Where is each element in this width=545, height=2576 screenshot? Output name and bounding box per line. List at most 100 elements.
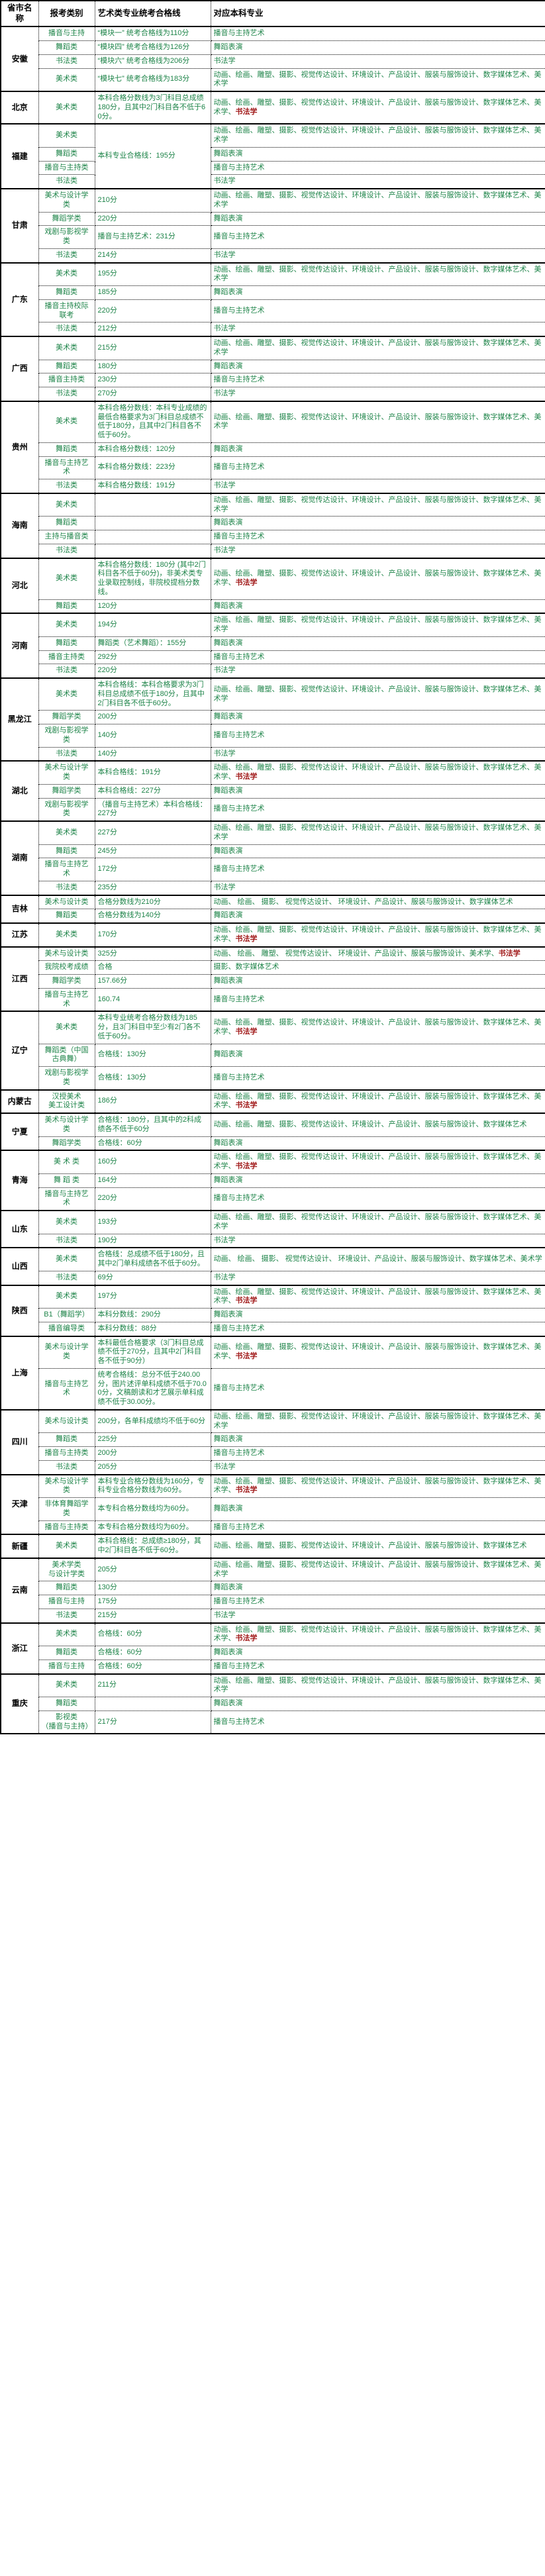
province-cell: 山东 [0, 1209, 39, 1248]
score-line-cell: 本科专业合格线：195分 [95, 123, 211, 189]
score-line-cell: “模块六” 统考合格线为206分 [95, 54, 211, 69]
table-row: 书法类 书法学 [1, 544, 545, 558]
score-line-cell: 合格线：180分，且其中的2科成绩各不低于60分 [95, 1113, 211, 1137]
score-line-cell: 本科合格线：本科合格要求为3门科目总成绩不低于180分，且其中2门科目各不低于6… [95, 677, 211, 711]
header-score-line: 艺术类专业统考合格线 [95, 0, 211, 27]
majors-cell: 书法学 [211, 387, 545, 401]
category-cell: 舞蹈学类 [38, 974, 95, 989]
majors-cell: 舞蹈表演 [211, 212, 545, 226]
table-row: 重庆 美术类 211分 动画、绘画、雕塑、摄影、视觉传达设计、环境设计、产品设计、服装… [0, 1673, 545, 1735]
province-cell: 青海 [0, 1150, 39, 1211]
category-cell: 美术类 [38, 613, 95, 637]
score-line-cell: 本科合格线：191分 [95, 760, 211, 785]
category-cell: 美术类 [38, 492, 95, 517]
score-line-cell: 164分 [95, 1173, 211, 1188]
province-cell: 内蒙古 [0, 1089, 39, 1113]
category-cell: 美术类 [38, 820, 95, 845]
category-cell: 汉授美术 美工设计类 [38, 1089, 95, 1113]
table-row: 舞蹈类 舞蹈类（艺术舞蹈）：155分 舞蹈表演 [1, 636, 545, 651]
table-row: 戏剧与影视学类 合格线：130分 播音与主持艺术 [1, 1066, 545, 1090]
table-row: 黑龙江 美术类 本科合格线：本科合格要求为3门科目总成绩不低于180分，且其中2门科… [0, 677, 545, 762]
category-cell: 书法类 [38, 747, 95, 762]
majors-cell: 播音与主持艺术 [211, 456, 545, 479]
score-line-cell: 合格线：130分 [95, 1066, 211, 1090]
table-row: 云南 美术学类 与设计学类 205分 动画、绘画、雕塑、摄影、视觉传达设计、环境设计、… [0, 1557, 545, 1623]
score-line-cell: 合格线：60分 [95, 1660, 211, 1674]
majors-cell: 播音与主持艺术 [211, 858, 545, 881]
majors-cell: 动画、绘画、雕塑、摄影、视觉传达设计、环境设计、产品设计、服装与服饰设计、数字媒… [211, 1335, 545, 1369]
score-line-cell [95, 492, 211, 517]
category-cell: 舞蹈类 [38, 909, 95, 923]
table-row: 浙江 美术类 合格线：60分 动画、绘画、雕塑、摄影、视觉传达设计、环境设计、产品设计… [0, 1622, 545, 1674]
score-line-cell: （播音与主持艺术）本科合格线：227分 [95, 798, 211, 821]
table-row: 山东 美术类 193分 动画、绘画、雕塑、摄影、视觉传达设计、环境设计、产品设计、服装… [0, 1209, 545, 1248]
table-row: 广东 美术类 195分 动画、绘画、雕塑、摄影、视觉传达设计、环境设计、产品设计、服装… [0, 262, 545, 336]
category-cell: 美术与设计学类 [38, 1335, 95, 1369]
province-cell: 江西 [0, 946, 39, 1012]
majors-cell: 播音与主持艺术 [211, 161, 545, 175]
table-row: B1（舞蹈学） 本科分数线：290分 舞蹈表演 [1, 1308, 545, 1322]
province-cell: 湖北 [0, 760, 39, 821]
table-row: 安徽 播音与主持 “模块一” 统考合格线为110分 播音与主持艺术 [0, 26, 545, 91]
category-cell: 舞蹈学类 [38, 212, 95, 226]
majors-cell: 书法学 [211, 1271, 545, 1285]
table-row: 甘肃 美术与设计学类 210分 动画、绘画、雕塑、摄影、视觉传达设计、环境设计、产品设… [0, 188, 545, 263]
majors-cell: 书法学 [211, 664, 545, 678]
category-cell: 我院校考成绩 [38, 960, 95, 975]
category-cell: 舞蹈类 [38, 516, 95, 530]
score-line-cell: 合格 [95, 960, 211, 975]
table-row: 书法类 212分 书法学 [1, 322, 545, 336]
score-line-cell: 本科合格分数线：120分 [95, 442, 211, 457]
score-line-cell: 212分 [95, 322, 211, 336]
score-line-cell: 200分，各单科成绩均不低于60分 [95, 1409, 211, 1434]
calligraphy-major-highlight: 书法学 [235, 1352, 258, 1361]
table-row: 湖北 美术与设计学类 本科合格线：191分 动画、绘画、雕塑、摄影、视觉传达设计、环境… [0, 760, 545, 821]
majors-cell: 播音与主持艺术 [211, 225, 545, 249]
majors-cell: 舞蹈表演 [211, 974, 545, 989]
province-cell: 贵州 [0, 400, 39, 493]
category-cell: 舞蹈学类 [38, 1136, 95, 1151]
table-row: 海南 美术类 动画、绘画、雕塑、摄影、视觉传达设计、环境设计、产品设计、服装与服饰设… [0, 492, 545, 558]
majors-cell: 播音与主持艺术 [211, 1595, 545, 1609]
calligraphy-major-highlight: 书法学 [235, 107, 258, 116]
majors-cell: 舞蹈表演 [211, 844, 545, 859]
category-cell: 播音与主持艺术 [38, 456, 95, 479]
category-cell: 美术类 [38, 90, 95, 124]
score-line-cell: “模块一” 统考合格线为110分 [95, 26, 211, 42]
table-row: 舞蹈类 245分 舞蹈表演 [1, 844, 545, 859]
category-cell: 美术类 [38, 336, 95, 360]
score-line-cell [95, 516, 211, 530]
score-line-cell: 205分 [95, 1557, 211, 1582]
score-line-cell: 160分 [95, 1150, 211, 1174]
table-row: 播音编导类 本科分数线：88分 播音与主持艺术 [1, 1322, 545, 1336]
category-cell: 舞蹈类 [38, 40, 95, 55]
table-row: 播音与主持艺术 160.74 播音与主持艺术 [1, 988, 545, 1012]
majors-cell: 动画、绘画、雕塑、摄影、视觉传达设计、环境设计、产品设计、服装与服饰设计、数字媒… [211, 90, 545, 124]
category-cell: 播音与主持 [38, 26, 95, 42]
score-line-cell: 157.66分 [95, 974, 211, 989]
table-row: 播音主持类 292分 播音与主持艺术 [1, 650, 545, 665]
header-row: 省市名称 报考类别 艺术类专业统考合格线 对应本科专业 [0, 0, 545, 27]
majors-cell: 播音与主持艺术 [211, 26, 545, 42]
category-cell: 美术与设计学类 [38, 1113, 95, 1137]
majors-cell: 书法学 [211, 1460, 545, 1475]
table-row: 舞蹈学类 合格线：60分 舞蹈表演 [1, 1136, 545, 1151]
province-cell: 上海 [0, 1335, 39, 1410]
score-line-cell: 69分 [95, 1271, 211, 1285]
category-cell: 美术类 [38, 922, 95, 947]
majors-cell: 播音与主持艺术 [211, 650, 545, 665]
majors-cell: 播音与主持艺术 [211, 798, 545, 821]
score-line-cell: 225分 [95, 1432, 211, 1447]
majors-cell: 动画、绘画、雕塑、摄影、视觉传达设计、环境设计、产品设计、服装与服饰设计、数字媒… [211, 1473, 545, 1498]
table-row: 播音主持类 230分 播音与主持艺术 [1, 373, 545, 387]
score-line-cell: 194分 [95, 613, 211, 637]
table-row: 影视类 （播音与主持） 217分 播音与主持艺术 [1, 1710, 545, 1735]
table-row: 湖南 美术类 227分 动画、绘画、雕塑、摄影、视觉传达设计、环境设计、产品设计、服装… [0, 820, 545, 895]
majors-cell: 舞蹈表演 [211, 442, 545, 457]
category-cell: 书法类 [38, 54, 95, 69]
majors-cell: 舞蹈表演 [211, 147, 545, 162]
category-cell: 书法类 [38, 881, 95, 895]
score-line-cell: 本科合格分数线：本科专业成绩的最低合格要求为3门科目总成绩不低于180分，且其中… [95, 400, 211, 443]
table-row: 播音与主持 175分 播音与主持艺术 [1, 1595, 545, 1609]
score-line-cell: 227分 [95, 820, 211, 845]
